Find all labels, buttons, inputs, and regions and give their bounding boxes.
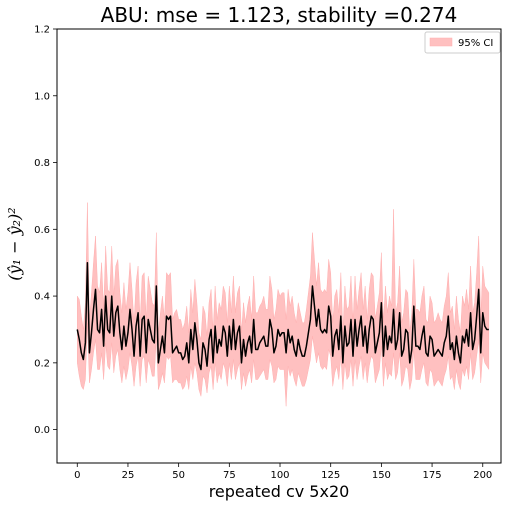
y-tick-label: 0.4 <box>34 292 50 303</box>
mean-line <box>76 261 489 371</box>
ci-band <box>77 202 490 407</box>
x-tick-label: 125 <box>321 470 340 481</box>
legend-label-ci: 95% CI <box>458 38 493 49</box>
x-tick-label: 150 <box>372 470 391 481</box>
x-axis: 0 25 50 75 100 125 150 175 200 <box>74 463 492 481</box>
x-tick-label: 50 <box>172 470 185 481</box>
y-tick-label: 0.0 <box>34 425 50 436</box>
y-axis-label: (ŷ₁ − ŷ₂)² <box>5 207 24 280</box>
x-axis-label: repeated cv 5x20 <box>209 482 350 501</box>
x-tick-label: 0 <box>74 470 80 481</box>
plot-area <box>76 202 490 407</box>
legend: 95% CI <box>424 31 501 54</box>
x-tick-label: 200 <box>473 470 492 481</box>
x-tick-label: 100 <box>270 470 289 481</box>
chart-title: ABU: mse = 1.123, stability =0.274 <box>101 3 458 27</box>
x-tick-label: 175 <box>423 470 442 481</box>
plot-frame <box>56 28 502 464</box>
y-tick-label: 1.0 <box>34 91 50 102</box>
y-axis: 0.0 0.2 0.4 0.6 0.8 1.0 1.2 <box>34 25 57 436</box>
x-tick-label: 25 <box>122 470 135 481</box>
y-tick-label: 0.6 <box>34 225 50 236</box>
y-tick-label: 1.2 <box>34 25 50 36</box>
legend-box <box>424 31 501 54</box>
y-tick-label: 0.8 <box>34 158 50 169</box>
x-tick-label: 75 <box>223 470 236 481</box>
legend-swatch-ci <box>429 37 453 47</box>
y-tick-label: 0.2 <box>34 358 50 369</box>
